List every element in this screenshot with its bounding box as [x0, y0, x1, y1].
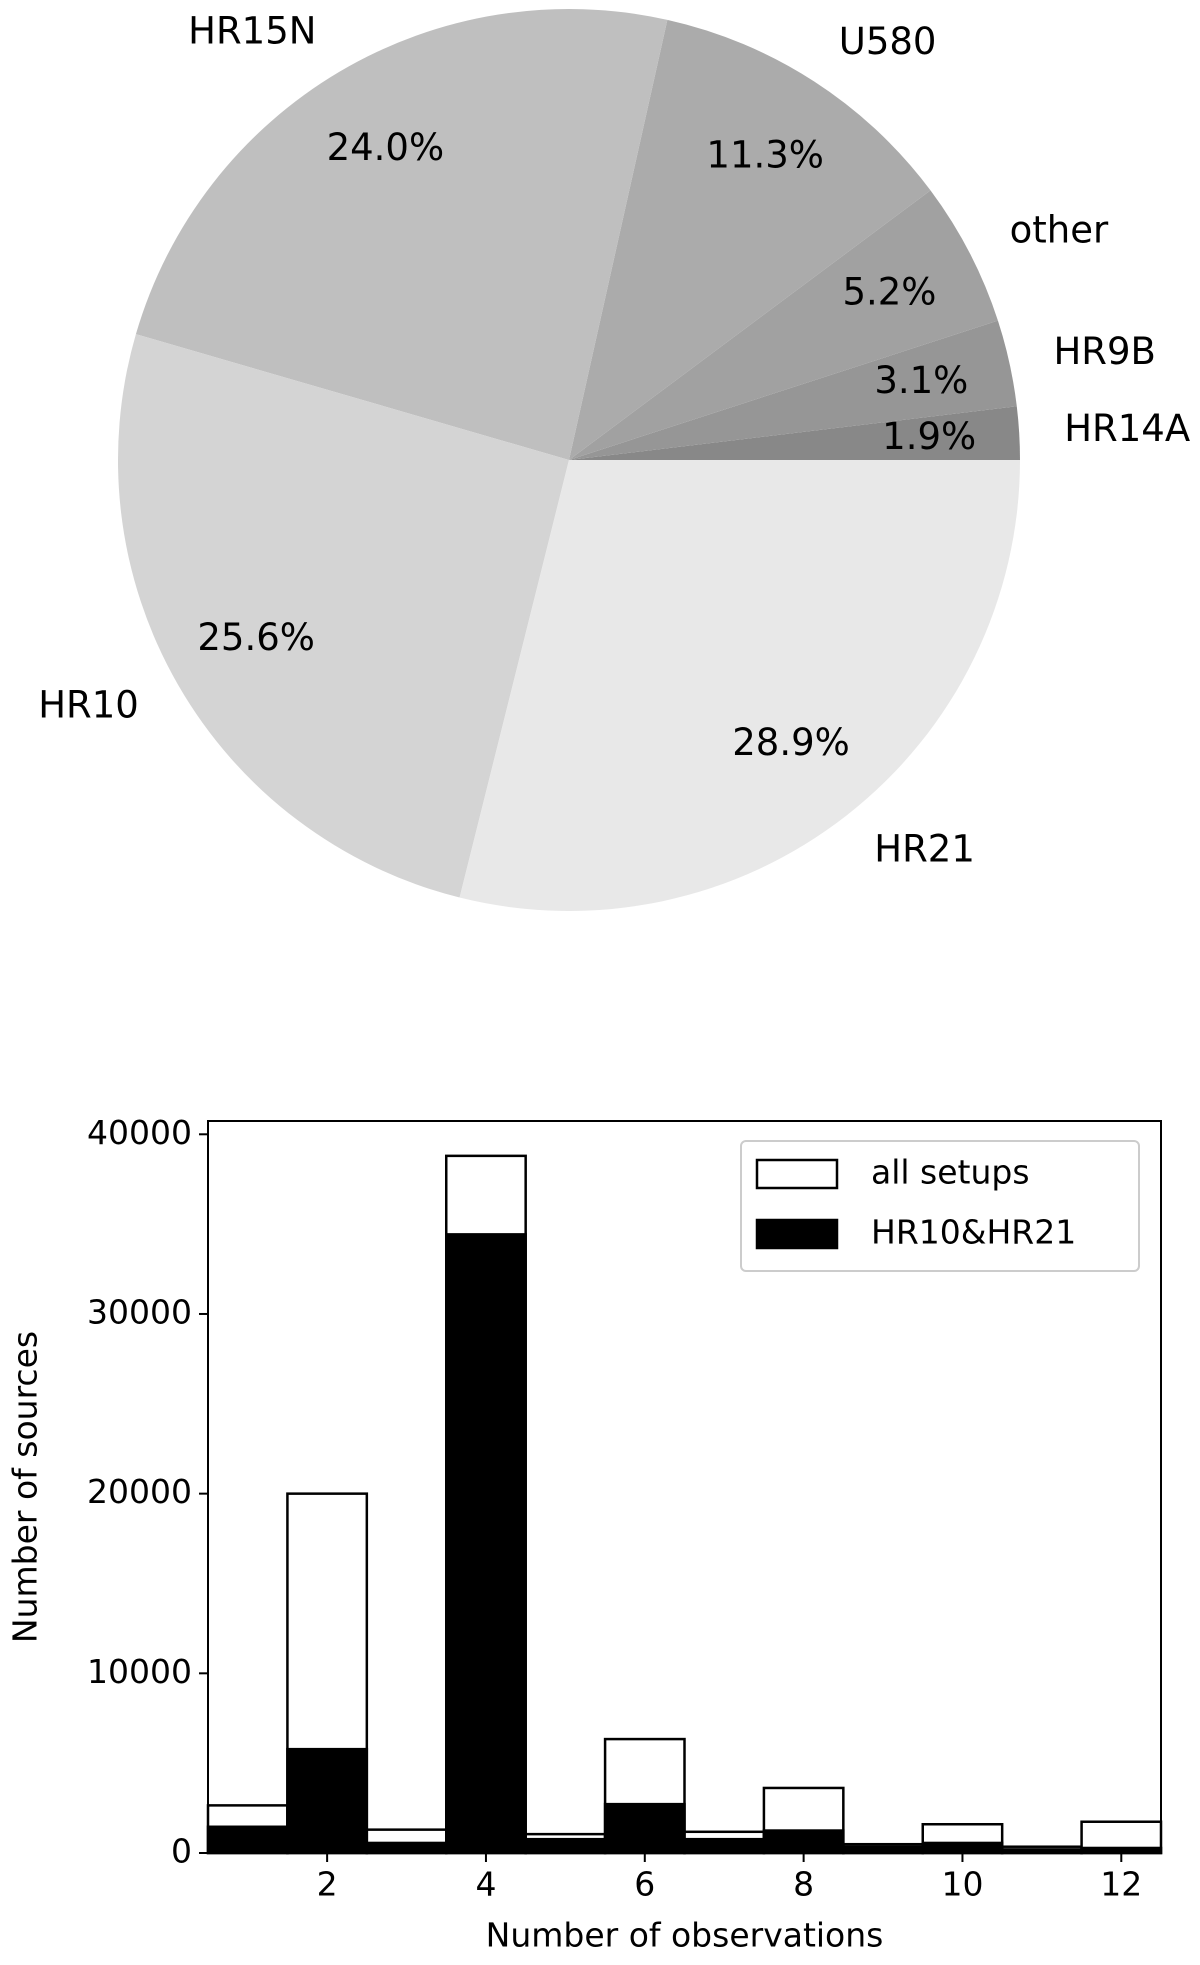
y-tick-label: 0	[171, 1832, 192, 1871]
x-tick-label: 4	[475, 1865, 496, 1904]
histogram-bar	[603, 1802, 686, 1855]
x-axis-label: Number of observations	[486, 1916, 884, 1955]
x-tick-label: 8	[793, 1865, 814, 1904]
x-tick-label: 12	[1100, 1865, 1142, 1904]
y-tick-label: 20000	[87, 1472, 192, 1511]
pie-chart: HR14A 1.9% HR9B 3.1% other 5.2% U580 11.3% HR15N…	[38, 8, 1190, 911]
histogram-bar	[524, 1837, 607, 1855]
x-tick-label: 10	[941, 1865, 983, 1904]
pie-slice	[569, 190, 998, 460]
slice-label: HR9B	[1053, 330, 1155, 373]
pie-slice	[569, 19, 931, 460]
pie-slice	[569, 320, 1017, 460]
pie-slice	[135, 8, 668, 460]
histogram-bar	[445, 1233, 527, 1855]
slice-value-label: 1.9%	[882, 415, 976, 458]
legend-label: HR10&HR21	[871, 1213, 1076, 1252]
slice-label: other	[1010, 209, 1109, 252]
legend-swatch	[755, 1158, 839, 1190]
slice-label: HR14A	[1064, 407, 1190, 450]
y-tick-label: 10000	[87, 1652, 192, 1691]
slice-value-label: 11.3%	[706, 134, 824, 177]
x-tick-label: 2	[317, 1865, 338, 1904]
slice-label: HR21	[874, 828, 975, 871]
y-axis-label: Number of sources	[6, 1331, 45, 1643]
slice-value-label: 25.6%	[197, 616, 315, 659]
pie-slice	[118, 334, 570, 898]
slice-label: HR15N	[188, 9, 316, 52]
slice-value-label: 3.1%	[874, 359, 968, 402]
histogram-bar	[683, 1837, 766, 1855]
pie-slice	[459, 460, 1020, 911]
slice-value-label: 24.0%	[327, 126, 445, 169]
pie-slice	[569, 406, 1020, 460]
slice-label: U580	[839, 20, 937, 63]
plot-frame	[207, 1120, 1162, 1854]
histogram-chart: 2 4 6 8 10 12 0 10000 20000 30000 40000 Number of o…	[6, 1113, 1163, 1955]
y-tick-label: 30000	[87, 1292, 192, 1331]
legend-label: all setups	[871, 1153, 1030, 1192]
y-tick-label: 40000	[87, 1113, 192, 1152]
legend-box	[740, 1140, 1140, 1272]
slice-value-label: 5.2%	[842, 271, 936, 314]
histogram-bar	[921, 1841, 1004, 1855]
histogram-bar	[286, 1747, 369, 1855]
x-tick-label: 6	[634, 1865, 655, 1904]
slice-label: HR10	[38, 684, 139, 727]
legend-swatch	[755, 1218, 839, 1250]
histogram-bar	[762, 1829, 845, 1855]
histogram-bar	[206, 1825, 289, 1855]
slice-value-label: 28.9%	[732, 721, 850, 764]
histogram-bar	[365, 1841, 448, 1855]
